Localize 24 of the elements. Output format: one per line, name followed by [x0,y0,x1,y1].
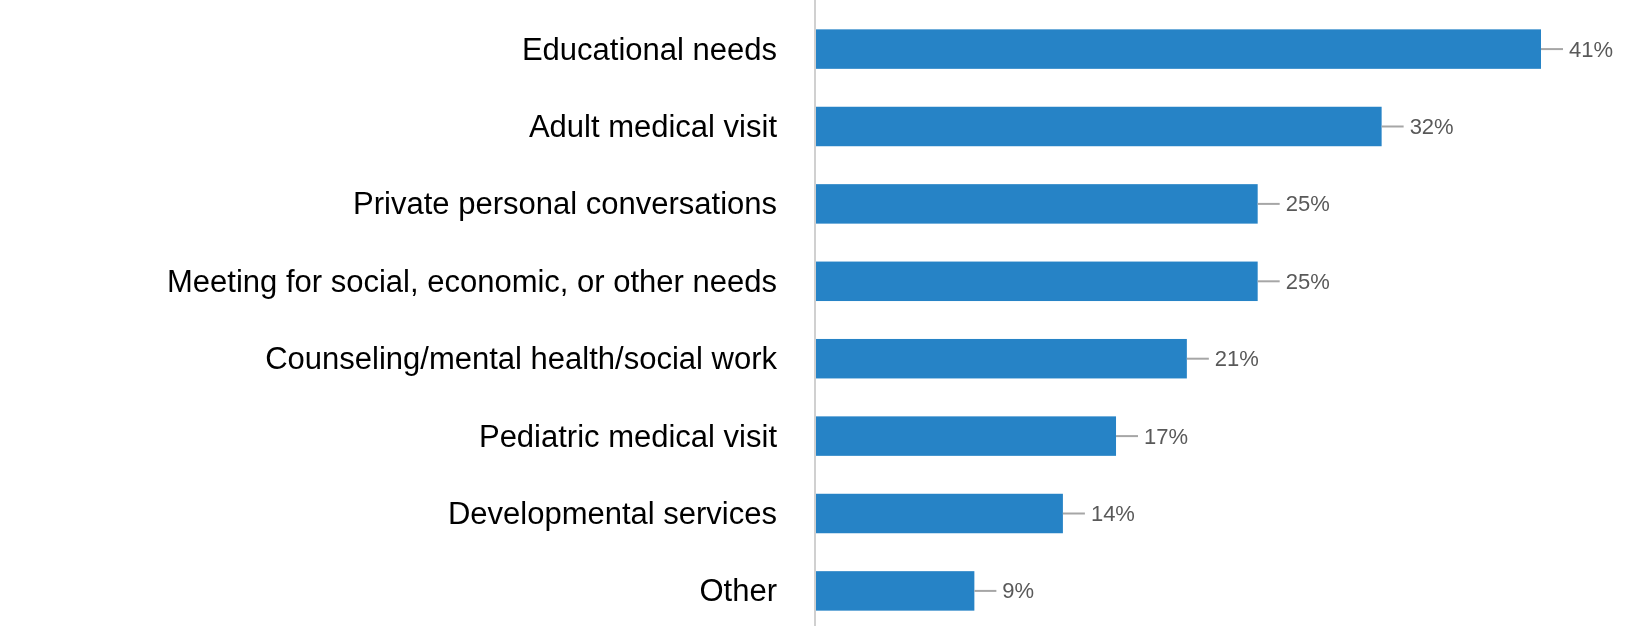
y-tick-label: Developmental services [447,496,777,532]
bar [815,184,1258,224]
bar [815,29,1541,69]
bar [815,106,1382,147]
bar [815,571,975,611]
data-label: 9% [1002,578,1035,604]
bar [815,261,1258,302]
y-tick-label: Other [699,573,777,609]
y-tick-label: Counseling/mental health/social work [265,341,778,377]
bar [815,493,1063,534]
y-tick-label: Adult medical visit [528,108,778,144]
y-tick-label: Meeting for social, economic, or other needs [167,263,777,299]
bar [815,416,1117,456]
y-tick-label: Private personal conversations [353,186,777,222]
data-label: 21% [1214,346,1259,372]
data-label: 25% [1285,268,1330,294]
data-label: 17% [1144,423,1189,449]
y-tick-label: Pediatric medical visit [478,418,778,454]
y-tick-label: Educational needs [521,31,777,67]
bar [815,338,1187,379]
data-label: 14% [1090,501,1135,527]
data-label: 25% [1285,191,1330,217]
data-label: 41% [1569,36,1614,62]
data-label: 32% [1409,113,1454,139]
